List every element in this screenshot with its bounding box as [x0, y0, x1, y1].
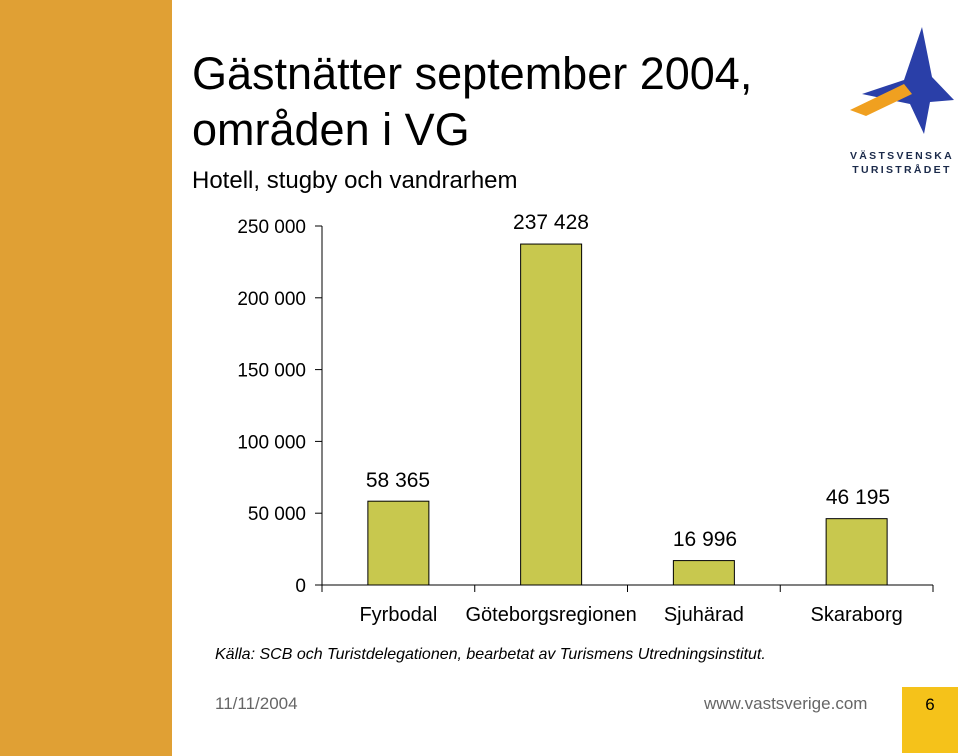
y-tick-label: 0: [295, 576, 306, 597]
bar-chart: 0 50 000 100 000 150 000 200 000 250 000 Fyrbo…: [237, 211, 934, 626]
footer-date: 11/11/2004: [215, 694, 298, 713]
category-label: Göteborgsregionen: [466, 604, 637, 626]
source-note: Källa: SCB och Turistdelegationen, bearb…: [215, 646, 766, 663]
logo-orange-wing-shape: [850, 84, 912, 116]
bar-fyrbodal: [367, 500, 430, 586]
vastsvenska-turistradet-logo: [850, 27, 954, 134]
logo-text-line-2: TURISTRÅDET: [852, 164, 952, 176]
y-tick-label: 50 000: [248, 504, 306, 525]
slide-subtitle: Hotell, stugby och vandrarhem: [192, 167, 518, 194]
logo-text-line-1: VÄSTSVENSKA: [849, 150, 955, 162]
slide-title: Gästnätter september 2004, områden i VG: [192, 46, 752, 158]
category-label: Sjuhärad: [664, 604, 744, 626]
y-tick-label: 100 000: [237, 432, 306, 453]
data-label: 16 996: [673, 528, 737, 551]
title-line-2: områden i VG: [192, 104, 470, 155]
title-line-1: Gästnätter september 2004,: [192, 48, 753, 99]
logo-blue-star-shape: [862, 27, 954, 134]
bar-sjuhärad: [672, 560, 735, 586]
footer-url: www.vastsverige.com: [704, 694, 868, 713]
y-tick-label: 250 000: [237, 217, 306, 238]
data-label: 58 365: [366, 469, 430, 492]
category-label: Fyrbodal: [359, 604, 437, 626]
bar-skaraborg: [825, 518, 888, 586]
page-number: 6: [925, 695, 935, 714]
data-label: 237 428: [513, 211, 589, 234]
y-tick-label: 150 000: [237, 361, 306, 382]
page-number-box: 6: [902, 687, 958, 753]
side-accent-bar: [0, 0, 172, 756]
data-label: 46 195: [826, 486, 890, 509]
y-tick-label: 200 000: [237, 289, 306, 310]
category-label: Skaraborg: [810, 604, 902, 626]
bar-göteborgsregionen: [520, 243, 583, 586]
